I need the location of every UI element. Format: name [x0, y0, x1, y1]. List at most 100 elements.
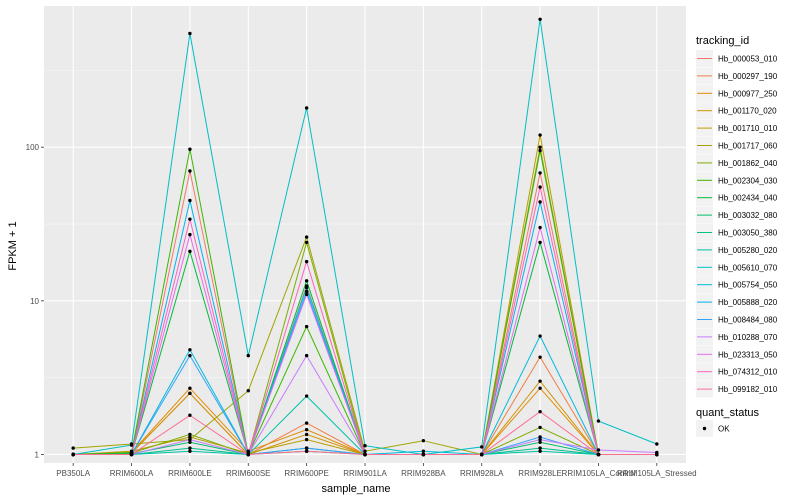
data-point: [129, 443, 134, 447]
data-point: [246, 452, 250, 457]
legend-item: Hb_003032_080: [696, 206, 778, 224]
data-point: [188, 440, 192, 445]
data-point: [304, 235, 309, 239]
data-point: [538, 435, 542, 439]
data-point: [538, 437, 542, 442]
data-point: [421, 452, 426, 457]
y-tick-label: 1: [35, 450, 40, 459]
x-tick-label: RRIM928BA: [401, 469, 446, 478]
data-point: [596, 452, 601, 457]
data-point: [188, 147, 192, 151]
legend-label: Hb_074312_010: [718, 368, 778, 377]
legend-item: Hb_000977_250: [696, 84, 778, 102]
data-point: [304, 285, 309, 290]
legend-label: Hb_005754_050: [718, 281, 778, 290]
data-point: [538, 334, 542, 338]
data-point: [188, 217, 192, 221]
data-point: [655, 452, 659, 457]
x-tick-label: PB350LA: [56, 469, 90, 478]
legend-item: Hb_000053_010: [696, 50, 778, 67]
data-point: [538, 148, 542, 153]
data-point: [188, 437, 192, 442]
legend-item: Hb_000297_190: [696, 67, 778, 85]
data-point: [304, 421, 309, 425]
y-tick-label: 100: [26, 143, 40, 152]
x-tick-label: RRIM105LA_Stressed: [617, 469, 697, 478]
data-point: [304, 446, 309, 450]
data-point: [188, 446, 192, 450]
legend-item: Hb_001862_040: [696, 154, 778, 172]
x-tick-label: RRIM600SE: [226, 469, 270, 478]
data-point: [538, 386, 542, 390]
data-point: [596, 419, 601, 423]
legend-label: Hb_099182_010: [718, 385, 778, 394]
data-point: [363, 449, 367, 453]
legend-item: Hb_005754_050: [696, 276, 778, 294]
color-legend: tracking_id Hb_000053_010 Hb_000297_190 Hb…: [696, 35, 778, 398]
data-point: [538, 409, 542, 414]
legend-item: Hb_010288_070: [696, 328, 778, 346]
x-tick-label: RRIM928LA: [460, 469, 504, 478]
data-point: [188, 432, 192, 437]
shape-legend-label: OK: [718, 425, 730, 434]
data-point: [538, 145, 542, 149]
data-point: [304, 394, 309, 398]
x-tick-label: RRIM928LE: [518, 469, 562, 478]
data-point: [304, 353, 309, 358]
legend-item: Hb_005610_070: [696, 258, 778, 276]
legend-label: Hb_005280_020: [718, 246, 778, 255]
data-point: [538, 200, 542, 204]
data-point: [538, 425, 542, 430]
legend-label: Hb_002434_040: [718, 194, 778, 203]
x-tick-label: RRIM600LA: [110, 469, 154, 478]
data-point: [363, 452, 367, 457]
data-point: [480, 445, 484, 449]
data-point: [246, 389, 250, 393]
data-point: [538, 171, 542, 175]
legend-label: Hb_002304_030: [718, 176, 778, 185]
legend-label: Hb_010288_070: [718, 333, 778, 342]
data-point: [538, 225, 542, 230]
data-points: [71, 17, 659, 457]
legend-item: Hb_001170_020: [696, 102, 777, 120]
shape-legend-point: [702, 426, 707, 431]
legend-label: Hb_000297_190: [718, 72, 778, 81]
legend-label: Hb_023313_050: [718, 350, 778, 359]
data-point: [188, 386, 192, 390]
data-point: [188, 198, 192, 203]
legend-label: Hb_001862_040: [718, 159, 778, 168]
legend-label: Hb_000053_010: [718, 55, 778, 64]
legend-item: Hb_099182_010: [696, 380, 778, 398]
legend-item: Hb_074312_010: [696, 363, 778, 381]
data-point: [188, 391, 192, 396]
data-point: [655, 442, 659, 446]
data-point: [129, 452, 134, 457]
data-point: [304, 279, 309, 283]
data-point: [538, 440, 542, 445]
data-point: [304, 289, 309, 294]
data-point: [246, 353, 250, 358]
x-axis-title: sample_name: [321, 483, 390, 495]
shape-legend: quant_status OK: [696, 407, 759, 437]
data-point: [596, 448, 601, 452]
data-point: [188, 232, 192, 237]
data-point: [304, 259, 309, 264]
y-tick-label: 10: [30, 297, 39, 306]
axes: 1 10 100 PB350LA RRIM600LA RRIM600LE RRIM600SE…: [26, 143, 697, 478]
data-point: [188, 169, 192, 173]
legend-label: Hb_005888_020: [718, 298, 778, 307]
legend-item: Hb_005280_020: [696, 241, 778, 259]
data-point: [421, 449, 426, 453]
data-point: [538, 449, 542, 453]
legend-label: Hb_001710_010: [718, 124, 778, 133]
data-point: [188, 435, 192, 439]
data-point: [188, 249, 192, 254]
x-tick-label: RRIM600LE: [168, 469, 212, 478]
data-point: [188, 353, 192, 358]
data-point: [188, 348, 192, 352]
data-point: [188, 413, 192, 417]
data-point: [538, 133, 542, 137]
data-point: [538, 355, 542, 359]
data-point: [538, 17, 542, 21]
legend-label: Hb_003032_080: [718, 211, 778, 220]
